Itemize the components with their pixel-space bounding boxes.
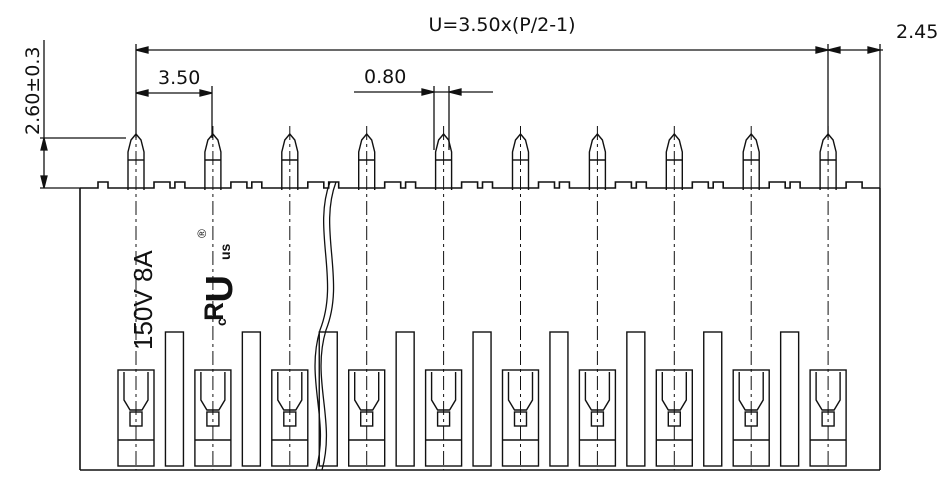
terminal-cavity (348, 369, 386, 467)
terminal-clip (738, 372, 764, 411)
svg-text:c: c (213, 318, 229, 326)
break-line (314, 181, 337, 471)
pin (732, 126, 800, 470)
terminal-cavity (271, 369, 309, 467)
separator-slot (395, 331, 415, 467)
terminal-clip (430, 372, 457, 411)
pin (578, 126, 646, 470)
pin (117, 126, 185, 470)
pin-width-label: 0.80 (364, 66, 406, 88)
pin (348, 126, 415, 470)
terminal-cavity (117, 369, 155, 467)
pin (809, 126, 847, 470)
certification-mark-icon: ᴿU c us ® (195, 229, 241, 326)
terminal-window (590, 411, 605, 427)
terminal-cavity (194, 369, 232, 467)
pin-height-label: 2.60±0.3 (22, 47, 44, 135)
terminal-window (667, 411, 681, 427)
terminal-clip (354, 372, 380, 411)
edge-offset-label: 2.45 (896, 21, 938, 43)
terminal-cavity (578, 369, 617, 467)
separator-slot (703, 331, 723, 467)
terminal-cavity (655, 369, 693, 467)
terminal-window (436, 411, 451, 427)
terminal-clip (200, 372, 226, 411)
svg-text:®: ® (195, 229, 209, 238)
top-edge-outline (80, 181, 880, 189)
terminal-window (129, 411, 143, 427)
terminal-cavity (424, 369, 463, 467)
separator-slot (241, 331, 262, 467)
terminal-clip (661, 372, 687, 411)
pin (271, 126, 338, 470)
terminal-window (821, 411, 835, 427)
terminal-window (283, 411, 297, 427)
terminal-window (513, 411, 528, 427)
pitch-dimension (135, 86, 213, 138)
svg-text:ᴿU: ᴿU (199, 275, 241, 320)
pin-height-dimension (40, 40, 126, 189)
pin (424, 126, 492, 470)
terminal-cavity (809, 369, 847, 467)
terminal-window (744, 411, 758, 427)
svg-text:us: us (217, 243, 233, 260)
separator-slot (472, 331, 492, 467)
pin (194, 126, 262, 470)
pin (501, 126, 569, 470)
separator-slot (779, 331, 800, 467)
pin-row (117, 126, 847, 470)
terminal-window (206, 411, 220, 427)
separator-slot (549, 331, 569, 467)
terminal-window (360, 411, 374, 427)
separator-slot (626, 331, 646, 467)
pin-width-dimension (354, 86, 493, 150)
terminal-clip (277, 372, 303, 411)
rating-label: 150V 8A (128, 250, 158, 350)
overall-dimension (135, 44, 883, 188)
terminal-clip (507, 372, 534, 411)
terminal-clip (584, 372, 611, 411)
terminal-clip (123, 372, 149, 411)
connector-body (79, 181, 881, 471)
terminal-clip (815, 372, 841, 411)
terminal-cavity (732, 369, 770, 467)
separator-slot (318, 331, 338, 467)
separator-slot (164, 331, 185, 467)
overall-formula-label: U=3.50x(P/2-1) (428, 14, 575, 36)
pin (655, 126, 723, 470)
pitch-label: 3.50 (158, 67, 200, 89)
terminal-cavity (501, 369, 540, 467)
